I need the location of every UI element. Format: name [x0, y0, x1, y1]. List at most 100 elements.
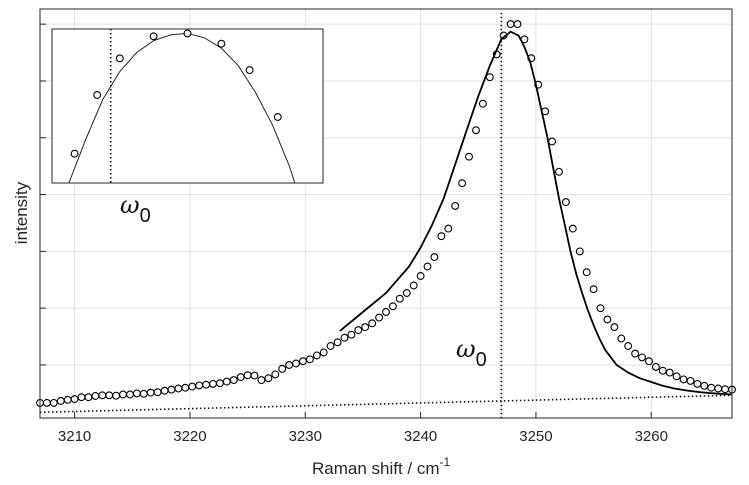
data-point: [721, 385, 730, 394]
data-point: [451, 201, 460, 210]
x-tick-label: 3230: [289, 428, 322, 445]
data-point: [409, 281, 418, 290]
data-point: [631, 349, 640, 358]
data-point: [638, 353, 646, 362]
data-point: [271, 370, 280, 379]
x-tick-label: 3220: [173, 428, 206, 445]
data-point: [105, 391, 114, 400]
data-point: [582, 268, 591, 277]
data-point: [236, 373, 245, 382]
data-point: [139, 389, 148, 398]
x-axis-label-superscript: -1: [440, 455, 451, 469]
data-point: [520, 35, 529, 44]
data-point: [472, 126, 480, 135]
inset-data-point: [115, 54, 124, 63]
data-point: [548, 137, 557, 146]
data-point: [340, 333, 349, 342]
data-point: [319, 348, 328, 357]
data-point: [250, 371, 259, 380]
y-tick-marks: [40, 23, 46, 366]
data-point: [229, 376, 238, 385]
data-point: [485, 73, 494, 82]
x-tick-labels: 3210 3220 3230 3240 3250 3260: [58, 412, 668, 445]
data-point: [617, 334, 626, 343]
data-point: [575, 247, 584, 256]
data-point: [215, 379, 224, 388]
data-point: [112, 391, 121, 400]
inset-data-point: [217, 39, 226, 48]
data-point: [146, 388, 155, 397]
data-point: [596, 304, 605, 313]
inset-data-point: [149, 32, 158, 41]
plot-frame: [39, 8, 733, 419]
data-point: [693, 379, 702, 388]
data-point: [361, 323, 370, 332]
data-point: [181, 383, 190, 392]
data-point: [423, 262, 432, 271]
data-point: [70, 395, 79, 404]
data-point: [243, 371, 252, 380]
data-point: [312, 351, 321, 360]
data-point: [195, 381, 204, 390]
data-point: [42, 398, 51, 407]
data-point: [56, 397, 65, 405]
data-point: [402, 289, 411, 297]
data-point: [651, 362, 660, 371]
x-axis-label: Raman shift / cm-1: [312, 455, 451, 478]
data-point: [561, 198, 570, 207]
inset-data-point: [93, 91, 102, 99]
data-point: [645, 357, 653, 366]
data-point: [278, 364, 287, 373]
data-point: [326, 342, 335, 350]
data-point: [416, 272, 425, 280]
inset-data-point: [273, 113, 282, 121]
data-point: [153, 388, 162, 397]
data-point: [492, 50, 501, 59]
data-point: [568, 224, 577, 233]
data-point: [458, 179, 467, 188]
data-point: [610, 323, 619, 332]
inset-data-point: [245, 66, 254, 75]
data-point: [160, 386, 169, 395]
data-point: [478, 99, 487, 108]
data-point: [132, 389, 141, 398]
fit-curve-line: [339, 30, 733, 396]
data-point: [395, 294, 404, 303]
data-point: [513, 20, 522, 29]
data-point: [375, 313, 384, 322]
data-point: [444, 224, 453, 233]
data-point: [707, 383, 716, 392]
data-point: [202, 380, 211, 389]
data-point: [603, 315, 612, 324]
x-tick-label: 3250: [519, 428, 552, 445]
inset-data-point: [183, 29, 192, 38]
peak-label: ω0: [456, 335, 487, 371]
inset-frame: [51, 28, 324, 184]
data-point: [49, 398, 58, 407]
data-point: [333, 338, 342, 347]
data-point: [665, 368, 674, 377]
data-point: [63, 395, 72, 404]
data-point: [437, 232, 446, 241]
data-point: [465, 152, 473, 161]
data-point: [77, 393, 86, 402]
data-point: [658, 366, 667, 375]
data-point: [354, 326, 363, 335]
data-point: [382, 308, 390, 316]
x-tick-label: 3210: [58, 428, 91, 445]
x-tick-label: 3260: [635, 428, 668, 445]
baseline-line: [39, 394, 733, 414]
data-point: [714, 384, 723, 393]
inset-data-point: [70, 149, 79, 158]
data-point: [430, 253, 439, 262]
data-point: [292, 359, 300, 368]
fit-curve: [339, 30, 733, 396]
inset-label: ω0: [120, 191, 151, 227]
data-point: [624, 342, 633, 350]
data-point: [679, 375, 688, 384]
data-point: [305, 355, 314, 364]
data-point: [167, 385, 176, 394]
data-point: [700, 381, 709, 390]
data-point: [499, 31, 508, 40]
